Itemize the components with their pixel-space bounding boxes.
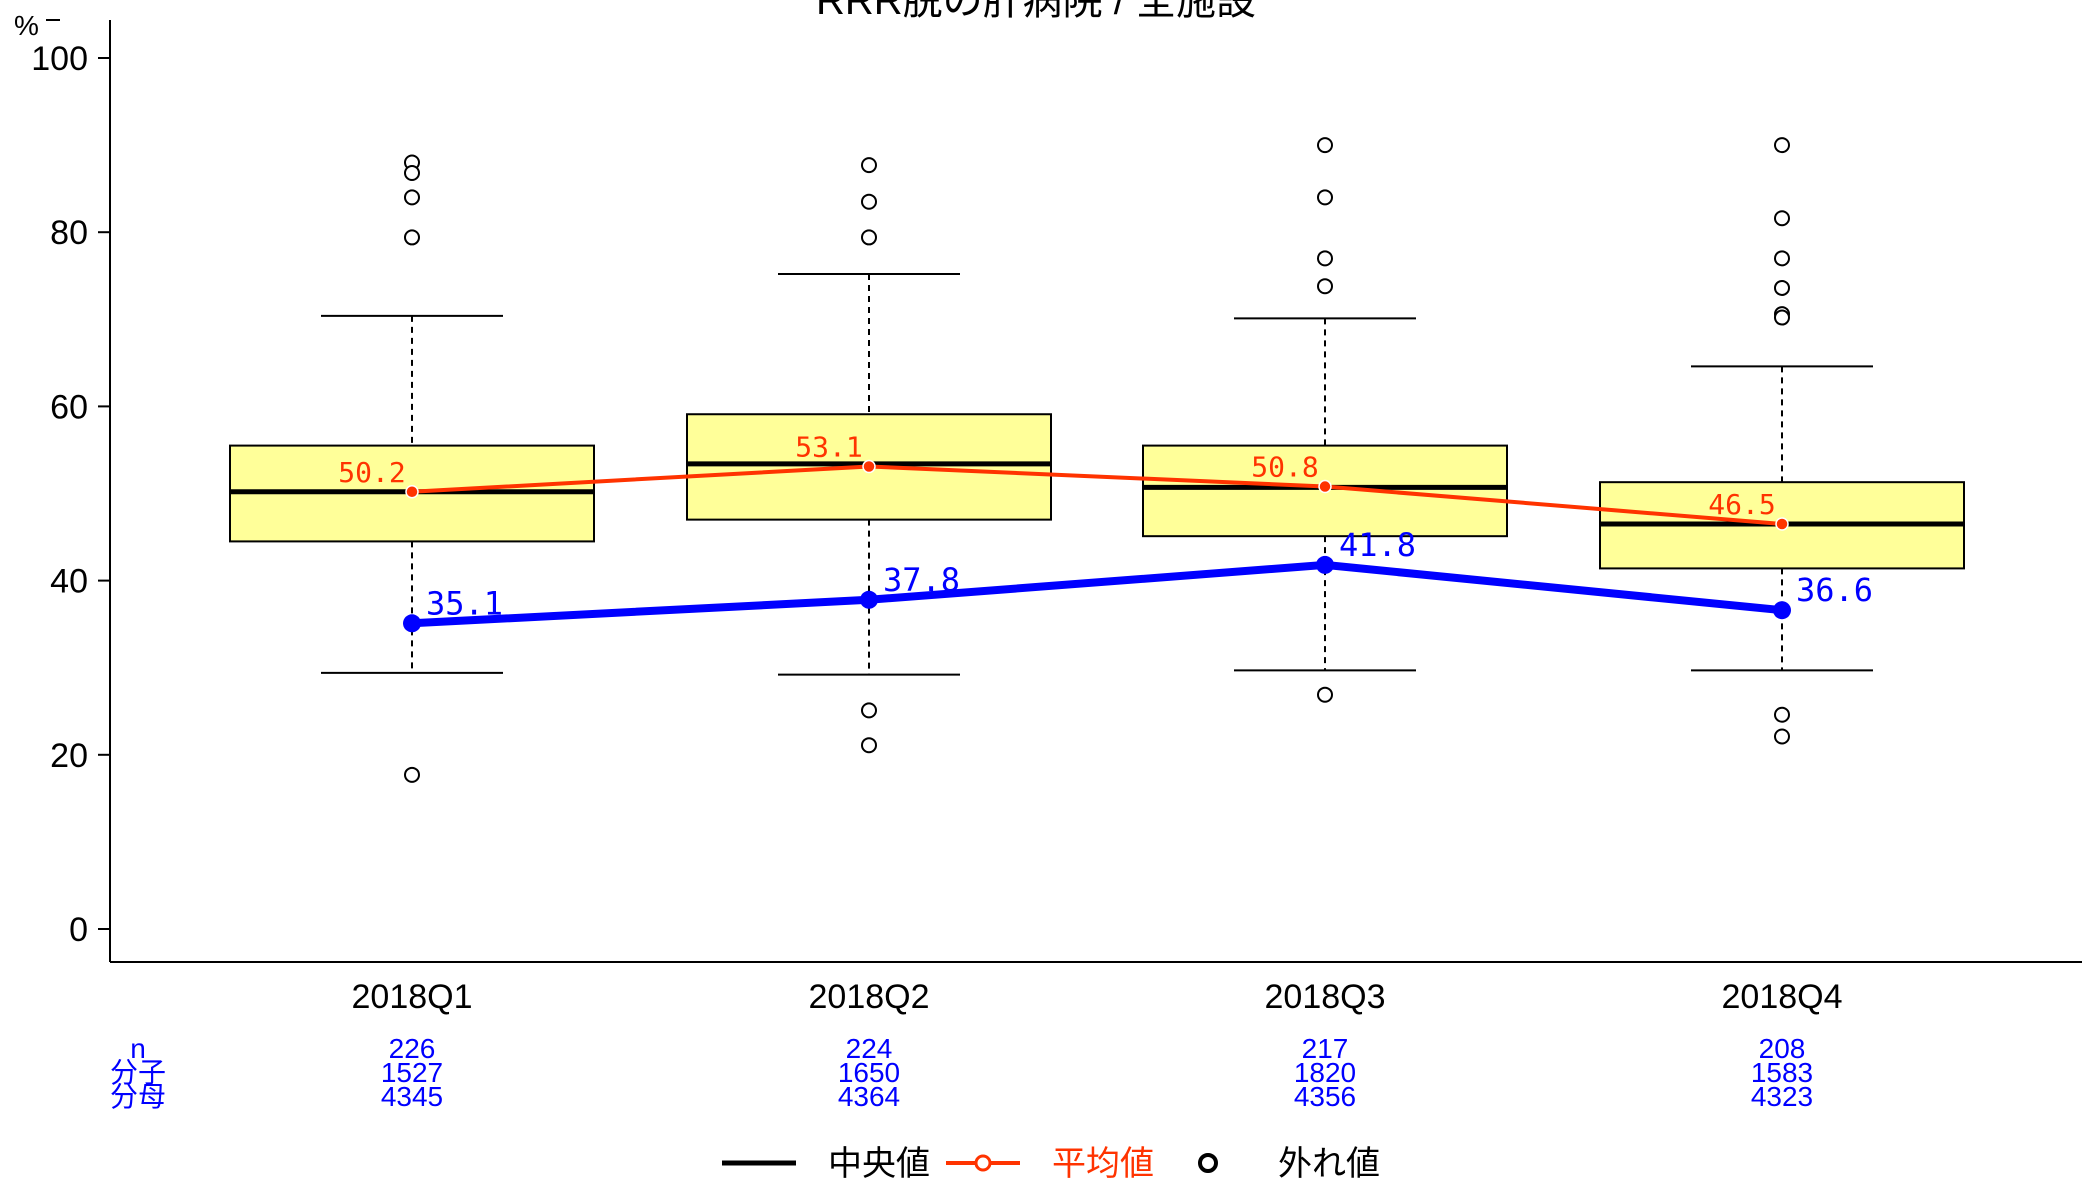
- outlier-point: [861, 157, 877, 174]
- outlier-point: [1774, 309, 1790, 326]
- outlier-point: [404, 766, 420, 783]
- outlier-point: [861, 193, 877, 210]
- legend-median-label: 中央値: [828, 1145, 930, 1180]
- table-cell: 1650: [838, 1057, 900, 1088]
- outlier-point: [861, 737, 877, 754]
- table-cell: 224: [846, 1033, 893, 1064]
- y-tick-label: 0: [69, 911, 88, 949]
- table-cell: 217: [1302, 1033, 1349, 1064]
- table-cell: 1527: [381, 1057, 443, 1088]
- outlier-point: [404, 164, 420, 181]
- outlier-point: [1317, 686, 1333, 703]
- y-tick-label: 40: [50, 563, 88, 601]
- outlier-point: [404, 189, 420, 206]
- mean-point: [405, 485, 419, 499]
- x-tick-label: 2018Q4: [1722, 978, 1843, 1016]
- outlier-point: [1774, 728, 1790, 745]
- outlier-point: [861, 702, 877, 719]
- outlier-point: [404, 229, 420, 246]
- legend-outlier-marker: [1198, 1153, 1218, 1173]
- y-tick-label: 20: [50, 737, 88, 775]
- legend-mean-label: 平均値: [1052, 1145, 1154, 1180]
- x-tick-label: 2018Q2: [809, 978, 930, 1016]
- blue-data-label: 35.1: [426, 584, 503, 622]
- blue-series-point: [1316, 555, 1334, 574]
- blue-series-point: [1773, 601, 1791, 620]
- mean-data-label: 50.2: [338, 456, 405, 489]
- outlier-point: [861, 229, 877, 246]
- blue-data-label: 36.6: [1796, 571, 1873, 609]
- chart-title: RRR脱の肝病院 / 全施設: [816, 0, 1256, 23]
- mean-data-label: 46.5: [1708, 488, 1775, 521]
- mean-data-label: 53.1: [795, 430, 862, 463]
- outlier-point: [1317, 250, 1333, 267]
- blue-series-line: [411, 560, 1783, 628]
- y-tick-label: 60: [50, 388, 88, 426]
- mean-data-label: 50.8: [1251, 451, 1318, 484]
- x-tick-label: 2018Q3: [1265, 978, 1386, 1016]
- y-tick-label: 80: [50, 214, 88, 252]
- outlier-point: [1774, 706, 1790, 723]
- table-cell: 4345: [381, 1081, 443, 1112]
- blue-series-point: [403, 614, 421, 633]
- legend: 中央値 平均値 外れ値: [722, 1145, 1380, 1180]
- mean-point: [1775, 517, 1789, 531]
- table-cell: 208: [1759, 1033, 1806, 1064]
- outlier-point: [1317, 278, 1333, 295]
- legend-outlier-label: 外れ値: [1278, 1145, 1380, 1180]
- table-row-label: 分母: [110, 1081, 166, 1112]
- table-row-label: n: [130, 1033, 146, 1064]
- blue-data-label: 37.8: [883, 561, 960, 599]
- legend-mean-marker: [974, 1154, 992, 1172]
- x-tick-label: 2018Q1: [352, 978, 473, 1016]
- table-cell: 1820: [1294, 1057, 1356, 1088]
- y-tick-label: 100: [31, 40, 88, 78]
- table-cell: 4364: [838, 1081, 900, 1112]
- mean-point: [1318, 479, 1332, 494]
- mean-point: [862, 459, 876, 474]
- table-cell: 1583: [1751, 1057, 1813, 1088]
- outlier-point: [1317, 189, 1333, 206]
- mean-line: [411, 464, 1783, 526]
- table-row-label: 分子: [110, 1057, 166, 1088]
- table-cell: 4356: [1294, 1081, 1356, 1112]
- outlier-point: [1774, 137, 1790, 154]
- y-axis-label: %: [14, 10, 39, 41]
- outlier-point: [1317, 137, 1333, 154]
- table-cell: 4323: [1751, 1081, 1813, 1112]
- blue-series-point: [860, 590, 878, 609]
- table-cell: 226: [389, 1033, 436, 1064]
- outlier-point: [1774, 279, 1790, 296]
- outlier-point: [1774, 250, 1790, 267]
- blue-data-label: 41.8: [1339, 526, 1416, 564]
- outlier-point: [1774, 210, 1790, 227]
